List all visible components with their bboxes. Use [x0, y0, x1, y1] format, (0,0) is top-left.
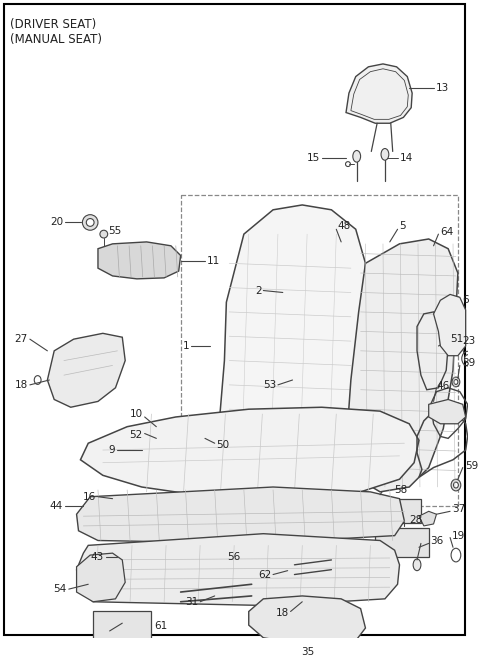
Text: 16: 16 — [83, 492, 96, 502]
Text: 18: 18 — [15, 380, 28, 390]
Ellipse shape — [83, 215, 98, 230]
Text: 52: 52 — [130, 430, 143, 440]
Polygon shape — [346, 64, 412, 123]
Polygon shape — [249, 596, 365, 645]
Text: 55: 55 — [108, 226, 121, 236]
Ellipse shape — [465, 355, 470, 362]
FancyBboxPatch shape — [372, 498, 421, 523]
Text: 18: 18 — [276, 608, 288, 618]
Text: 43: 43 — [91, 552, 104, 562]
Text: 56: 56 — [227, 552, 240, 562]
Text: 39: 39 — [462, 358, 475, 369]
Ellipse shape — [93, 589, 103, 599]
Text: 27: 27 — [15, 334, 28, 344]
Text: 14: 14 — [399, 153, 413, 163]
Polygon shape — [433, 295, 466, 356]
Text: 50: 50 — [216, 440, 230, 450]
Text: 59: 59 — [466, 460, 479, 470]
Text: 9: 9 — [109, 445, 116, 455]
Polygon shape — [81, 407, 419, 496]
Text: 48: 48 — [337, 221, 350, 231]
Text: 36: 36 — [431, 536, 444, 546]
Text: 23: 23 — [463, 336, 476, 346]
Text: 62: 62 — [258, 570, 271, 580]
Text: 13: 13 — [435, 83, 449, 93]
Ellipse shape — [381, 149, 389, 160]
FancyBboxPatch shape — [375, 528, 429, 557]
Text: 10: 10 — [130, 409, 143, 419]
Ellipse shape — [413, 559, 421, 571]
Polygon shape — [77, 553, 125, 602]
Text: 1: 1 — [183, 341, 190, 351]
Text: 37: 37 — [452, 504, 465, 514]
Text: 44: 44 — [50, 502, 63, 512]
Text: 58: 58 — [395, 485, 408, 495]
Polygon shape — [346, 239, 458, 492]
Ellipse shape — [452, 377, 460, 387]
Ellipse shape — [353, 151, 360, 162]
Ellipse shape — [451, 479, 461, 491]
Polygon shape — [48, 333, 125, 407]
Polygon shape — [429, 400, 466, 424]
Text: 6: 6 — [462, 295, 468, 305]
Text: 53: 53 — [263, 380, 276, 390]
Ellipse shape — [96, 591, 100, 597]
Polygon shape — [77, 534, 399, 606]
Text: 54: 54 — [54, 584, 67, 594]
Text: (MANUAL SEAT): (MANUAL SEAT) — [11, 33, 102, 46]
Polygon shape — [419, 512, 436, 526]
Text: 11: 11 — [207, 256, 220, 267]
Polygon shape — [195, 205, 365, 496]
Text: 46: 46 — [436, 381, 450, 391]
FancyBboxPatch shape — [93, 612, 152, 641]
Text: 35: 35 — [301, 647, 315, 655]
Ellipse shape — [255, 540, 262, 547]
Ellipse shape — [454, 482, 458, 488]
Text: 2: 2 — [255, 286, 262, 295]
Polygon shape — [77, 487, 404, 544]
Text: 28: 28 — [409, 515, 422, 525]
Text: 15: 15 — [307, 153, 320, 163]
Text: 51: 51 — [450, 334, 463, 344]
Text: 64: 64 — [440, 227, 454, 237]
Polygon shape — [98, 242, 180, 279]
Ellipse shape — [454, 379, 458, 384]
Text: 61: 61 — [155, 621, 168, 631]
Text: (DRIVER SEAT): (DRIVER SEAT) — [11, 18, 96, 31]
Text: 20: 20 — [50, 217, 63, 227]
Text: 31: 31 — [185, 597, 198, 607]
Text: 5: 5 — [399, 221, 406, 231]
Ellipse shape — [100, 230, 108, 238]
Ellipse shape — [86, 219, 94, 227]
Text: 19: 19 — [452, 531, 465, 540]
